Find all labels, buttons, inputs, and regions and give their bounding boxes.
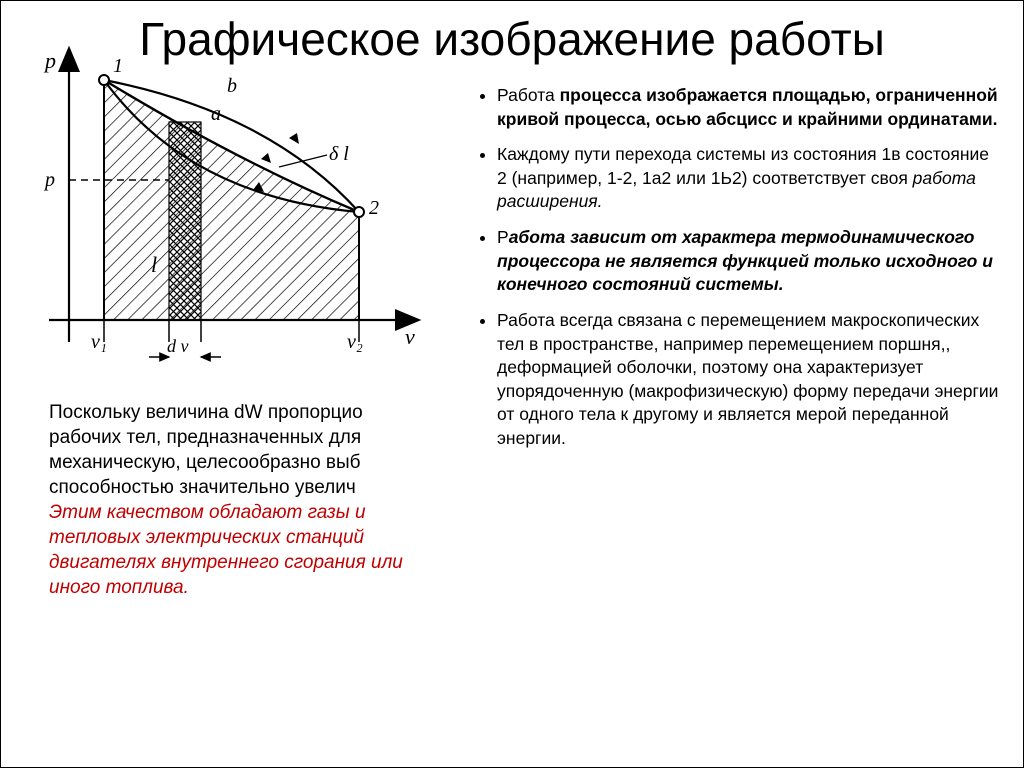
left-column: p v p v₁ v₂ d v 1 2 a b l δ l Поскольку … <box>9 42 449 601</box>
label-b: b <box>227 75 237 97</box>
axis-label-p: p <box>43 48 56 73</box>
area-under-curve <box>104 80 359 320</box>
dv-strip <box>169 122 201 320</box>
point-2 <box>354 207 364 217</box>
bottom-red: Этим качеством обладают газы и тепловых … <box>49 502 403 598</box>
bullet-4: Работа всегда связана с перемещением мак… <box>497 309 1003 451</box>
bullet-2: Каждому пути перехода системы из состоян… <box>497 143 1003 214</box>
pv-diagram: p v p v₁ v₂ d v 1 2 a b l δ l <box>9 42 439 382</box>
label-v1: v₁ <box>91 331 107 353</box>
content-row: p v p v₁ v₂ d v 1 2 a b l δ l Поскольку … <box>1 42 1023 601</box>
label-dv: d v <box>167 336 189 356</box>
label-v2: v₂ <box>347 331 363 353</box>
bottom-paragraph: Поскольку величина dW пропорцио рабочих … <box>9 382 429 601</box>
label-dl: δ l <box>329 143 349 165</box>
bullet-list: Работа процесса изображается площадью, о… <box>467 84 1003 451</box>
label-a: a <box>211 103 221 125</box>
bullet-1: Работа процесса изображается площадью, о… <box>497 84 1003 131</box>
bottom-black: Поскольку величина dW пропорцио рабочих … <box>49 402 363 498</box>
label-1: 1 <box>113 55 123 77</box>
axis-label-v: v <box>405 324 415 349</box>
label-p-tick: p <box>43 169 55 191</box>
bullet-3: Работа зависит от характера термодинамич… <box>497 226 1003 297</box>
label-2: 2 <box>369 197 379 219</box>
right-column: Работа процесса изображается площадью, о… <box>449 42 1003 601</box>
point-1 <box>99 75 109 85</box>
label-l: l <box>151 252 157 277</box>
